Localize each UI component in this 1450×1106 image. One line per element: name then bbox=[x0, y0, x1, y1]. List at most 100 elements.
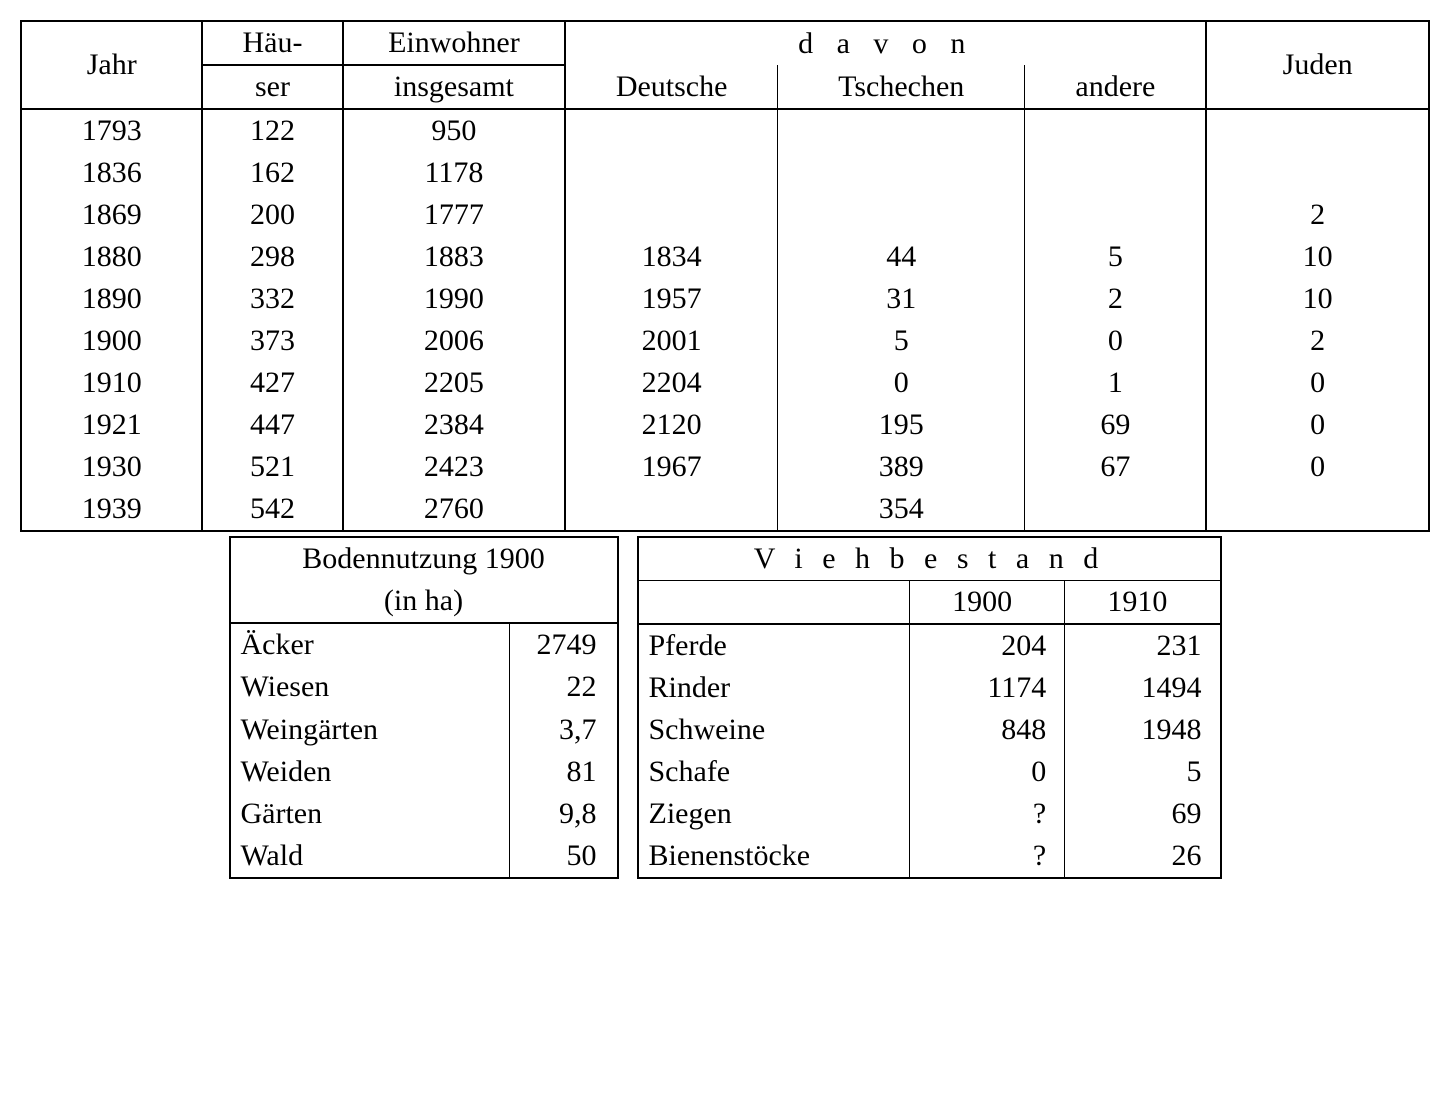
livestock-1900: 1174 bbox=[909, 667, 1064, 709]
cell-deut bbox=[565, 109, 777, 152]
cell-jahr: 1939 bbox=[21, 488, 202, 531]
livestock-1910: 69 bbox=[1065, 793, 1221, 835]
cell-haeuser: 373 bbox=[202, 320, 342, 362]
table-row: 19395422760354 bbox=[21, 488, 1429, 531]
cell-tsch: 389 bbox=[778, 446, 1025, 488]
livestock-1900: 204 bbox=[909, 624, 1064, 667]
table-row: 1793122950 bbox=[21, 109, 1429, 152]
cell-einw: 1777 bbox=[343, 194, 566, 236]
cell-tsch: 31 bbox=[778, 278, 1025, 320]
cell-and: 1 bbox=[1025, 362, 1206, 404]
col-header-einwohner-l1: Einwohner bbox=[343, 21, 566, 65]
livestock-year-1900: 1900 bbox=[909, 581, 1064, 625]
cell-einw: 950 bbox=[343, 109, 566, 152]
cell-jahr: 1869 bbox=[21, 194, 202, 236]
cell-tsch: 0 bbox=[778, 362, 1025, 404]
landuse-label: Wiesen bbox=[230, 666, 510, 708]
landuse-value: 81 bbox=[509, 751, 618, 793]
cell-jud: 0 bbox=[1206, 404, 1429, 446]
cell-einw: 1883 bbox=[343, 236, 566, 278]
col-header-haeuser-l2: ser bbox=[202, 65, 342, 109]
table-row: Rinder11741494 bbox=[638, 667, 1221, 709]
cell-tsch bbox=[778, 109, 1025, 152]
livestock-label: Bienenstöcke bbox=[638, 835, 910, 878]
cell-haeuser: 427 bbox=[202, 362, 342, 404]
table-row: Pferde204231 bbox=[638, 624, 1221, 667]
cell-jahr: 1890 bbox=[21, 278, 202, 320]
cell-haeuser: 298 bbox=[202, 236, 342, 278]
cell-deut: 2120 bbox=[565, 404, 777, 446]
cell-and bbox=[1025, 488, 1206, 531]
cell-deut bbox=[565, 152, 777, 194]
col-header-deutsche: Deutsche bbox=[565, 65, 777, 109]
livestock-label: Rinder bbox=[638, 667, 910, 709]
table-row: Bienenstöcke?26 bbox=[638, 835, 1221, 878]
cell-deut bbox=[565, 194, 777, 236]
cell-haeuser: 162 bbox=[202, 152, 342, 194]
cell-tsch: 44 bbox=[778, 236, 1025, 278]
cell-and: 69 bbox=[1025, 404, 1206, 446]
col-header-tschechen: Tschechen bbox=[778, 65, 1025, 109]
table-row: 18903321990195731210 bbox=[21, 278, 1429, 320]
table-row: 192144723842120195690 bbox=[21, 404, 1429, 446]
cell-jud: 10 bbox=[1206, 278, 1429, 320]
cell-and bbox=[1025, 194, 1206, 236]
cell-jud: 0 bbox=[1206, 362, 1429, 404]
landuse-value: 22 bbox=[509, 666, 618, 708]
cell-deut bbox=[565, 488, 777, 531]
livestock-1900: ? bbox=[909, 835, 1064, 878]
col-header-davon: d a v o n bbox=[565, 21, 1206, 65]
table-row: Schafe05 bbox=[638, 751, 1221, 793]
cell-einw: 2384 bbox=[343, 404, 566, 446]
cell-jud: 0 bbox=[1206, 446, 1429, 488]
landuse-title-l2: (in ha) bbox=[230, 580, 618, 623]
cell-einw: 1178 bbox=[343, 152, 566, 194]
cell-einw: 2423 bbox=[343, 446, 566, 488]
col-header-jahr: Jahr bbox=[21, 21, 202, 109]
cell-jahr: 1900 bbox=[21, 320, 202, 362]
cell-haeuser: 332 bbox=[202, 278, 342, 320]
cell-haeuser: 200 bbox=[202, 194, 342, 236]
landuse-label: Weingärten bbox=[230, 708, 510, 750]
col-header-haeuser-l1: Häu- bbox=[202, 21, 342, 65]
landuse-value: 50 bbox=[509, 835, 618, 878]
page-root: Jahr Häu- Einwohner d a v o n Juden ser … bbox=[20, 20, 1430, 879]
cell-jahr: 1836 bbox=[21, 152, 202, 194]
table-row: Weiden81 bbox=[230, 751, 618, 793]
cell-jahr: 1793 bbox=[21, 109, 202, 152]
cell-einw: 1990 bbox=[343, 278, 566, 320]
col-header-andere: andere bbox=[1025, 65, 1206, 109]
cell-tsch: 195 bbox=[778, 404, 1025, 446]
livestock-label: Schafe bbox=[638, 751, 910, 793]
cell-jahr: 1910 bbox=[21, 362, 202, 404]
population-table: Jahr Häu- Einwohner d a v o n Juden ser … bbox=[20, 20, 1430, 532]
cell-einw: 2006 bbox=[343, 320, 566, 362]
cell-deut: 1967 bbox=[565, 446, 777, 488]
table-row: Gärten9,8 bbox=[230, 793, 618, 835]
table-row: 18361621178 bbox=[21, 152, 1429, 194]
table-row: 193052124231967389670 bbox=[21, 446, 1429, 488]
cell-jahr: 1921 bbox=[21, 404, 202, 446]
cell-tsch: 5 bbox=[778, 320, 1025, 362]
table-row: 190037320062001502 bbox=[21, 320, 1429, 362]
livestock-1910: 1948 bbox=[1065, 709, 1221, 751]
landuse-label: Gärten bbox=[230, 793, 510, 835]
table-row: 18802981883183444510 bbox=[21, 236, 1429, 278]
landuse-label: Wald bbox=[230, 835, 510, 878]
livestock-label: Pferde bbox=[638, 624, 910, 667]
cell-and: 0 bbox=[1025, 320, 1206, 362]
table-row: Äcker2749 bbox=[230, 623, 618, 666]
landuse-value: 3,7 bbox=[509, 708, 618, 750]
cell-and: 67 bbox=[1025, 446, 1206, 488]
table-row: Wiesen22 bbox=[230, 666, 618, 708]
cell-jahr: 1880 bbox=[21, 236, 202, 278]
cell-tsch bbox=[778, 194, 1025, 236]
livestock-label: Ziegen bbox=[638, 793, 910, 835]
cell-and bbox=[1025, 109, 1206, 152]
livestock-1900: 848 bbox=[909, 709, 1064, 751]
landuse-value: 9,8 bbox=[509, 793, 618, 835]
cell-jud: 2 bbox=[1206, 320, 1429, 362]
livestock-1910: 26 bbox=[1065, 835, 1221, 878]
cell-jud: 2 bbox=[1206, 194, 1429, 236]
livestock-1900: ? bbox=[909, 793, 1064, 835]
